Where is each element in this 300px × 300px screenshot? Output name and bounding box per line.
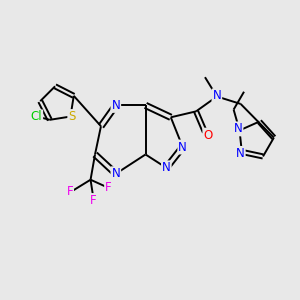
Text: S: S (68, 110, 76, 123)
Text: F: F (105, 181, 112, 194)
Text: N: N (178, 140, 187, 154)
Text: N: N (212, 89, 221, 102)
Text: N: N (111, 99, 120, 112)
Text: N: N (234, 122, 242, 135)
Text: F: F (66, 185, 73, 198)
Text: N: N (236, 147, 245, 160)
Text: Cl: Cl (31, 110, 42, 123)
Text: N: N (111, 167, 120, 180)
Text: F: F (90, 194, 97, 207)
Text: O: O (203, 129, 213, 142)
Text: N: N (162, 161, 171, 174)
